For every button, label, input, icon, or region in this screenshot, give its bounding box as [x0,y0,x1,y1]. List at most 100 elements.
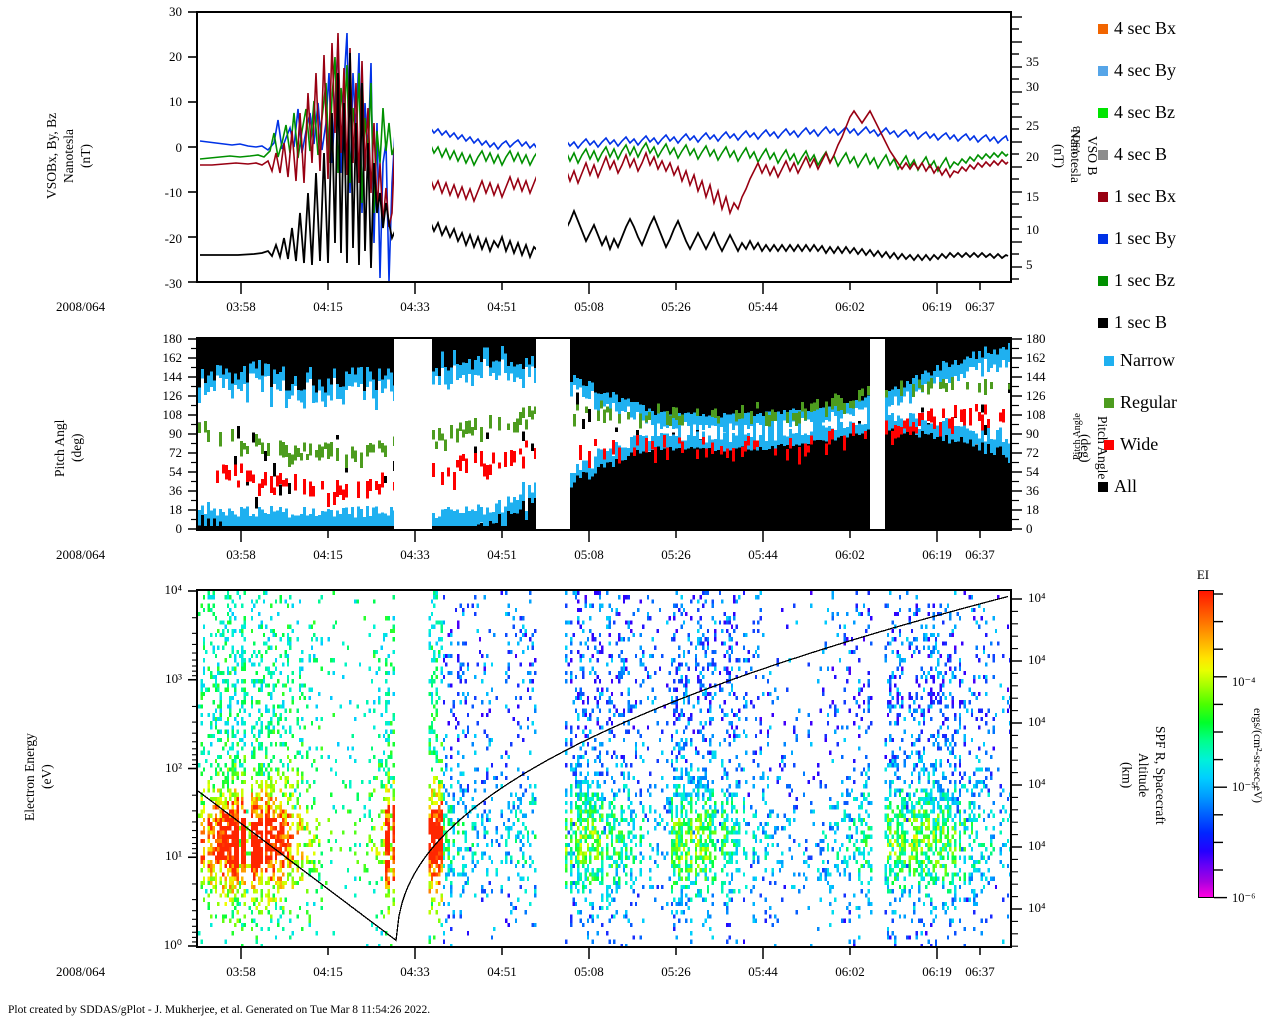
legend-item-4-sec-bx[interactable]: 4 sec Bx [1098,18,1176,39]
x-tick-label: 06:02 [835,964,865,979]
x-tick-label: 05:08 [574,964,604,979]
x-tick-label: 04:51 [487,964,517,979]
colorbar-tick-label: 10⁻⁶ [1232,891,1256,905]
legend-swatch-icon [1098,191,1108,202]
panel1-tick: 0 [175,140,183,155]
x-tick-label: 04:33 [400,299,430,314]
legend-item-1-sec-by[interactable]: 1 sec By [1098,228,1176,249]
panel1-tick: -10 [164,185,182,200]
x-tick-label: 04:51 [487,547,517,562]
panel1-tick: 20 [169,49,182,64]
panel1-tick: 30 [169,4,182,19]
legend-swatch-icon [1104,397,1114,408]
panel2-tick: 126 [162,388,183,403]
footer-credit: Plot created by SDDAS/gPlot - J. Mukherj… [8,1004,431,1016]
panel2-tick: 18 [169,502,182,517]
x-tick-label: 04:33 [400,964,430,979]
panel3-rtick: 10⁴ [1028,652,1046,667]
x-tick-label: 06:19 [922,964,952,979]
legend-label: 1 sec By [1114,228,1176,248]
electron-energy-spectrogram-panel [196,589,1012,948]
x-tick-label: 05:44 [748,964,778,979]
panel3-right-axis-title: SPF R, Spacecraft Altitude (km) [1119,725,1168,825]
x-tick-label: 06:37 [965,299,995,314]
panel3-left-axis-title: Electron Energy (eV) [22,733,54,821]
legend-label: All [1114,476,1138,496]
x-tick-label: 04:15 [313,547,343,562]
legend-swatch-icon [1098,107,1108,118]
x-tick-label: 05:44 [748,299,778,314]
x-tick-label: 03:58 [226,299,256,314]
panel2-x-ticks [240,531,981,542]
legend-item-wide[interactable]: Wide [1104,434,1158,455]
colorbar-tick-label: 10⁻⁴ [1232,675,1256,689]
panel3-tick: 10⁰ [163,937,182,952]
panel2-tick: 54 [169,464,182,479]
panel2-tick: 90 [1026,426,1039,441]
x-tick-label: 05:08 [574,299,604,314]
panel2-tick: 180 [1026,331,1046,346]
legend-item-all[interactable]: All [1098,476,1137,497]
panel3-rtick: 10⁴ [1028,900,1046,915]
legend-label: 1 sec Bx [1114,186,1176,206]
panel2-tick: 72 [169,445,182,460]
legend-item-1-sec-b[interactable]: 1 sec B [1098,312,1167,333]
legend-label: 4 sec B [1114,144,1167,164]
panel3-tick: 10⁴ [164,582,182,597]
x-tick-label: 05:44 [748,547,778,562]
legend-swatch-icon [1098,481,1108,492]
panel3-tick: 10² [165,759,182,775]
legend-item-regular[interactable]: Regular [1104,392,1177,413]
panel3-rtick: 10⁴ [1028,838,1046,853]
panel1-rtick: 35 [1026,54,1039,69]
x-tick-label: 03:58 [226,964,256,979]
x-tick-label: 04:33 [400,547,430,562]
panel1-rtick: 5 [1026,257,1033,272]
colorbar-ticks [1214,593,1227,899]
legend-item-1-sec-bz[interactable]: 1 sec Bz [1098,270,1175,291]
legend-group-label-vso-b: VSO B [1072,125,1083,155]
panel1-rtick: 30 [1026,79,1039,94]
panel3-x-ticks [240,948,981,959]
panel3-tick: 10³ [165,670,182,686]
panel2-tick: 36 [169,483,182,498]
panel2-tick: 108 [1026,407,1046,422]
panel2-left-axis-title: Pitch Angl (deg) [52,419,84,477]
panel3-tick: 10¹ [165,848,182,864]
panel1-tick: -20 [164,231,182,246]
magnetic-field-panel [196,11,1012,283]
panel1-right-ticks [1012,16,1022,280]
x-tick-label: 06:19 [922,299,952,314]
panel2-date-label: 2008/064 [56,547,106,562]
legend-item-4-sec-b[interactable]: 4 sec B [1098,144,1167,165]
panel2-tick: 18 [1026,502,1039,517]
legend-group-label-pitch-angle: Pitch Angle [1072,413,1083,461]
legend-swatch-icon [1098,317,1108,328]
legend-label: 1 sec B [1114,312,1167,332]
legend-item-1-sec-bx[interactable]: 1 sec Bx [1098,186,1176,207]
x-tick-label: 03:58 [226,547,256,562]
legend-swatch-icon [1098,23,1108,34]
legend-label: 4 sec Bz [1114,102,1175,122]
legend-item-narrow[interactable]: Narrow [1104,350,1175,371]
panel2-left-ticks [188,338,198,530]
panel3-rtick: 10⁴ [1028,590,1046,605]
panel3-rtick: 10⁴ [1028,776,1046,791]
panel2-tick: 162 [1026,350,1046,365]
panel2-tick: 0 [175,521,183,536]
legend-label: Regular [1120,392,1177,412]
x-tick-label: 06:02 [835,547,865,562]
panel1-rtick: 20 [1026,149,1039,164]
panel2-tick: 0 [1026,521,1033,536]
panel2-tick: 72 [1026,445,1039,460]
legend-item-4-sec-by[interactable]: 4 sec By [1098,60,1176,81]
pitch-angle-plot [198,339,1010,529]
x-tick-label: 05:08 [574,547,604,562]
panel1-rtick: 25 [1026,118,1039,133]
panel2-tick: 180 [162,331,183,346]
colorbar-units-label: ergs/(cm²-sr-sec-eV) [1251,707,1263,803]
legend-item-4-sec-bz[interactable]: 4 sec Bz [1098,102,1175,123]
panel2-tick: 90 [169,426,182,441]
panel2-tick: 36 [1026,483,1039,498]
panel3-left-ticks [188,590,198,947]
